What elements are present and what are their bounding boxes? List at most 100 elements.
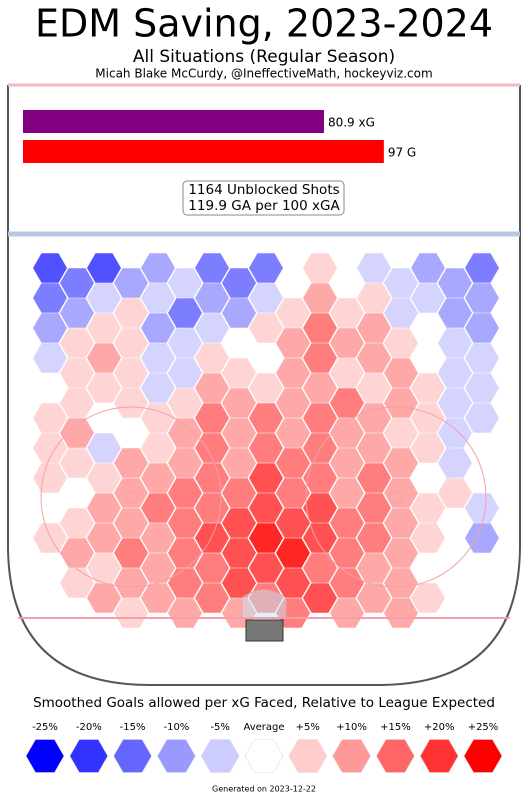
hex bbox=[114, 388, 148, 418]
hex bbox=[276, 538, 310, 568]
hex bbox=[33, 283, 67, 313]
hex bbox=[465, 583, 499, 613]
legend-swatch bbox=[463, 739, 503, 773]
hex bbox=[60, 508, 94, 538]
hex bbox=[168, 418, 202, 448]
hex bbox=[330, 328, 364, 358]
hex bbox=[384, 508, 418, 538]
hex bbox=[438, 568, 472, 598]
hex bbox=[411, 493, 445, 523]
hex bbox=[60, 598, 94, 628]
hex bbox=[330, 298, 364, 328]
hex bbox=[357, 313, 391, 343]
hex bbox=[87, 373, 121, 403]
hex bbox=[384, 388, 418, 418]
hex bbox=[33, 463, 67, 493]
hex bbox=[438, 388, 472, 418]
hex bbox=[303, 283, 337, 313]
summary-box bbox=[182, 180, 345, 216]
hex bbox=[114, 568, 148, 598]
hex bbox=[141, 433, 175, 463]
chart-title: EDM Saving, 2023-2024 bbox=[35, 2, 493, 46]
hex bbox=[384, 448, 418, 478]
hex bbox=[195, 583, 229, 613]
hex bbox=[33, 523, 67, 553]
hex bbox=[195, 523, 229, 553]
hex bbox=[195, 403, 229, 433]
hex bbox=[33, 553, 67, 583]
hex bbox=[411, 523, 445, 553]
hex bbox=[303, 463, 337, 493]
hex bbox=[249, 313, 283, 343]
rink-boards bbox=[7, 85, 521, 686]
hex bbox=[276, 568, 310, 598]
hex bbox=[87, 283, 121, 313]
hex bbox=[60, 358, 94, 388]
hex bbox=[303, 493, 337, 523]
hex bbox=[168, 298, 202, 328]
hex bbox=[87, 433, 121, 463]
hex bbox=[195, 373, 229, 403]
hex bbox=[465, 433, 499, 463]
hex bbox=[87, 583, 121, 613]
hex bbox=[87, 403, 121, 433]
generated-note: Generated on 2023-12-22 bbox=[212, 785, 316, 794]
hex bbox=[330, 568, 364, 598]
hex bbox=[438, 298, 472, 328]
hex bbox=[141, 283, 175, 313]
hex bbox=[465, 343, 499, 373]
crease bbox=[241, 589, 287, 618]
legend-label: +15% bbox=[380, 722, 411, 733]
hex bbox=[411, 463, 445, 493]
legend-label: -15% bbox=[120, 722, 146, 733]
hex bbox=[384, 328, 418, 358]
rink bbox=[7, 83, 521, 686]
hex bbox=[222, 358, 256, 388]
hex bbox=[384, 538, 418, 568]
legend-swatch bbox=[419, 739, 459, 773]
hex bbox=[276, 358, 310, 388]
hex bbox=[195, 433, 229, 463]
hex bbox=[384, 358, 418, 388]
hex bbox=[168, 358, 202, 388]
legend-label: Average bbox=[243, 722, 284, 733]
hex bbox=[438, 448, 472, 478]
faceoff-circle bbox=[40, 406, 222, 588]
hex bbox=[114, 358, 148, 388]
hex bbox=[33, 253, 67, 283]
hex bbox=[303, 523, 337, 553]
hex bbox=[60, 538, 94, 568]
net bbox=[245, 619, 284, 642]
hex bbox=[330, 388, 364, 418]
hex bbox=[168, 328, 202, 358]
hex bbox=[114, 268, 148, 298]
hex bbox=[195, 553, 229, 583]
hex bbox=[141, 553, 175, 583]
hex bbox=[87, 523, 121, 553]
hex bbox=[114, 508, 148, 538]
hex bbox=[303, 403, 337, 433]
hex bbox=[141, 373, 175, 403]
hex bbox=[384, 568, 418, 598]
hex bbox=[168, 598, 202, 628]
hex bbox=[465, 463, 499, 493]
hex bbox=[438, 358, 472, 388]
hex bbox=[465, 523, 499, 553]
hex bbox=[330, 508, 364, 538]
hex bbox=[222, 328, 256, 358]
hex bbox=[249, 433, 283, 463]
hex bbox=[87, 493, 121, 523]
hex bbox=[222, 388, 256, 418]
hex bbox=[465, 253, 499, 283]
hex bbox=[249, 283, 283, 313]
bar-label: 97 G bbox=[388, 146, 416, 160]
hex bbox=[438, 478, 472, 508]
legend-label: -10% bbox=[163, 722, 189, 733]
hex bbox=[330, 418, 364, 448]
hex bbox=[276, 508, 310, 538]
legend-label: +20% bbox=[424, 722, 455, 733]
credit: Micah Blake McCurdy, @IneffectiveMath, h… bbox=[95, 67, 432, 81]
legend-swatch bbox=[332, 739, 371, 773]
hex bbox=[357, 403, 391, 433]
hex bbox=[168, 508, 202, 538]
